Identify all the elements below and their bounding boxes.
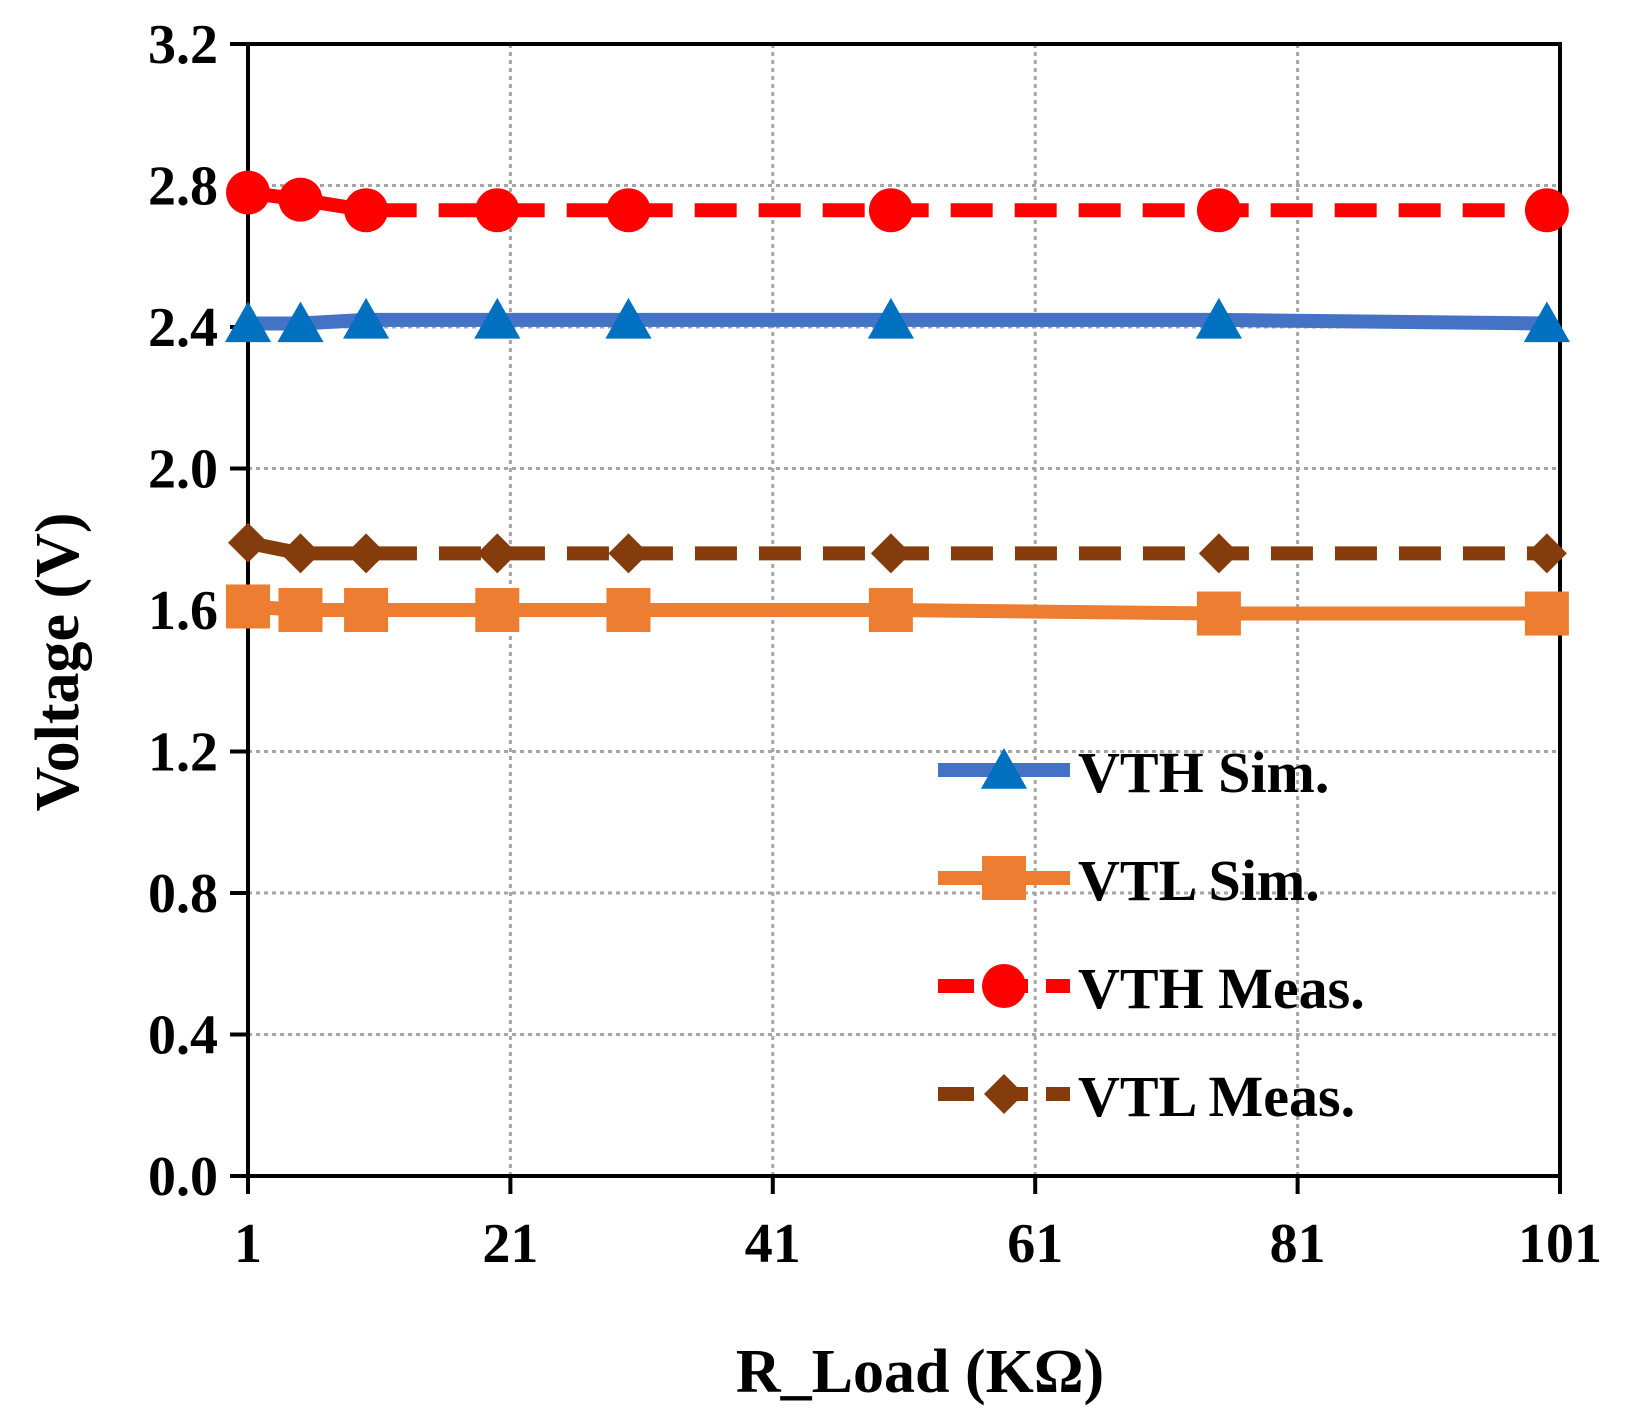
data-point	[606, 188, 651, 233]
data-point	[1523, 301, 1570, 343]
y-tick-label: 0.4	[148, 1005, 218, 1067]
data-point	[1198, 533, 1239, 574]
y-axis-title: Voltage (V)	[24, 512, 92, 811]
series-vtl-sim	[226, 584, 1569, 636]
data-point	[226, 170, 270, 215]
data-point	[477, 533, 518, 574]
x-axis-title: R_Load (KΩ)	[736, 1338, 1104, 1406]
data-point	[870, 533, 911, 574]
legend-marker	[982, 856, 1026, 900]
series-vtl-meas	[228, 522, 1567, 574]
data-point	[277, 301, 324, 343]
x-tick-label: 21	[482, 1213, 538, 1275]
y-tick-label: 0.0	[148, 1146, 218, 1208]
data-point	[868, 588, 913, 632]
data-point	[344, 588, 389, 632]
legend-label: VTL Sim.	[1078, 848, 1320, 913]
data-point	[474, 297, 521, 339]
y-tick-label: 2.8	[148, 156, 218, 218]
data-point	[605, 297, 652, 339]
x-tick-label: 41	[745, 1213, 801, 1275]
data-point	[1524, 591, 1569, 636]
data-point	[228, 522, 268, 563]
y-tick-label: 0.8	[148, 863, 218, 925]
data-point	[868, 188, 913, 233]
legend-marker	[984, 1074, 1024, 1114]
data-point	[342, 297, 390, 339]
data-point	[344, 188, 389, 233]
data-point	[1526, 533, 1567, 574]
data-point	[1196, 188, 1241, 233]
series-vth-meas	[226, 170, 1569, 233]
legend-marker	[982, 964, 1026, 1008]
legend-label: VTH Meas.	[1078, 956, 1365, 1021]
data-point	[608, 533, 649, 574]
series-vth-sim	[224, 297, 1570, 343]
data-point	[475, 588, 520, 632]
data-point	[224, 301, 272, 343]
legend-marker	[980, 748, 1028, 789]
data-point	[606, 588, 651, 632]
legend-item: VTL Sim.	[938, 848, 1320, 913]
legend-item: VTH Meas.	[938, 956, 1365, 1021]
x-tick-label: 61	[1007, 1213, 1063, 1275]
legend-item: VTL Meas.	[938, 1064, 1355, 1129]
y-tick-label: 2.4	[148, 297, 218, 359]
data-point	[280, 533, 321, 574]
data-point	[278, 588, 323, 632]
legend-label: VTH Sim.	[1078, 740, 1329, 805]
data-point	[475, 188, 520, 233]
y-tick-label: 2.0	[148, 439, 218, 501]
data-point	[1196, 591, 1241, 636]
y-tick-label: 1.6	[148, 580, 218, 642]
series-group	[224, 170, 1570, 636]
x-tick-label: 101	[1518, 1213, 1602, 1275]
data-point	[1524, 188, 1569, 233]
y-tick-label: 1.2	[148, 722, 218, 784]
x-tick-label: 1	[234, 1213, 262, 1275]
legend-label: VTL Meas.	[1078, 1064, 1355, 1129]
data-point	[867, 297, 914, 339]
data-point	[1195, 297, 1242, 339]
data-point	[346, 533, 387, 574]
legend: VTH Sim. VTL Sim. VTH Meas. VTL Meas.	[938, 740, 1365, 1129]
x-tick-label: 81	[1270, 1213, 1326, 1275]
data-point	[278, 177, 323, 222]
data-point	[226, 584, 270, 629]
legend-item: VTH Sim.	[938, 740, 1329, 805]
y-tick-label: 3.2	[148, 14, 218, 76]
